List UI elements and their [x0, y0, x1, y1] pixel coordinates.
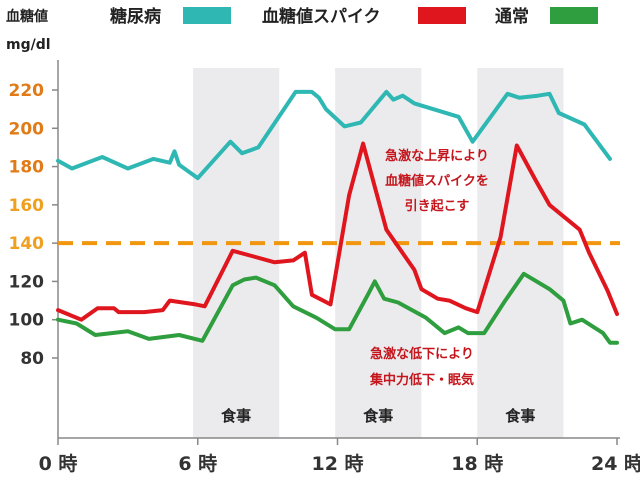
- series-lines: [56, 89, 619, 345]
- meal-label: 食事: [505, 407, 535, 425]
- y-tick-label: 100: [9, 311, 45, 331]
- series-line-spike: [56, 141, 619, 322]
- x-tick-label: 18 時: [451, 453, 503, 475]
- meal-band: [335, 68, 422, 438]
- annotation-line: 血糖値スパイクを: [385, 173, 489, 189]
- x-axis-ticks: 0 時 6 時 12 時 18 時 24 時: [39, 438, 640, 475]
- drop-annotation: 急激な低下により 集中力低下・眠気: [369, 346, 474, 388]
- y-tick-label: 160: [9, 196, 45, 216]
- meal-label: 食事: [221, 407, 251, 425]
- x-tick-label: 24 時: [591, 453, 640, 475]
- y-tick-label: 140: [9, 234, 45, 254]
- meal-label: 食事: [363, 407, 393, 425]
- spike-annotation: 急激な上昇により 血糖値スパイクを 引き起こす: [385, 148, 489, 214]
- legend-label-spike: 血糖値スパイク: [262, 6, 381, 27]
- series-line-normal: [56, 271, 619, 345]
- legend-swatch-diabetes: [183, 7, 231, 24]
- y-tick-label: 80: [20, 349, 44, 369]
- y-axis-ticks: 220 200 180 160 140 120 100 80: [9, 81, 58, 369]
- annotation-line: 急激な上昇により: [385, 148, 489, 164]
- x-tick-label: 0 時: [39, 453, 78, 475]
- legend-label-normal: 通常: [495, 6, 529, 27]
- x-tick-label: 12 時: [311, 453, 363, 475]
- meal-band: [477, 68, 564, 438]
- x-tick-label: 6 時: [178, 453, 217, 475]
- legend: 糖尿病 血糖値スパイク 通常: [110, 6, 598, 27]
- y-tick-label: 120: [9, 272, 45, 292]
- annotation-line: 引き起こす: [405, 198, 470, 214]
- y-tick-label: 200: [9, 119, 45, 139]
- y-axis-title: 血糖値: [6, 8, 48, 25]
- legend-swatch-normal: [550, 7, 598, 24]
- y-tick-label: 180: [9, 158, 45, 178]
- series-line-diabetes: [56, 89, 612, 181]
- y-axis-unit: mg/dl: [6, 37, 51, 53]
- legend-label-diabetes: 糖尿病: [110, 6, 161, 27]
- meal-bands: 食事 食事 食事: [193, 68, 564, 438]
- annotation-line: 集中力低下・眠気: [369, 372, 474, 388]
- legend-swatch-spike: [418, 7, 466, 24]
- y-tick-label: 220: [9, 81, 45, 101]
- annotation-line: 急激な低下により: [370, 346, 474, 362]
